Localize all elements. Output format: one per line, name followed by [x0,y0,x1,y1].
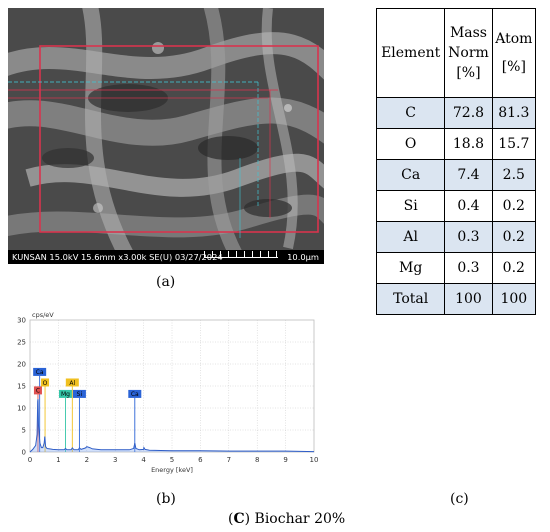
table-row: Total 100 100 [375,283,537,315]
y-tick-label: 0 [22,449,26,457]
peak-label: Ca [131,391,139,398]
cell-element: C [375,97,446,129]
cell-element: Ca [375,159,446,191]
cell-element: Si [375,190,446,222]
cell-mass: 0.3 [444,221,493,253]
cell-element: O [375,128,446,160]
cell-element: Mg [375,252,446,284]
x-tick-label: 3 [113,456,117,464]
peak-label: C [36,388,40,395]
peak-label-box [33,367,47,376]
x-tick-label: 2 [85,456,89,464]
header-mass-norm: Mass Norm [%] [444,8,493,98]
cell-mass: 7.4 [444,159,493,191]
caption-b: (b) [156,491,176,507]
cell-atom: 15.7 [491,128,537,160]
header-element: Element [375,8,446,98]
cell-mass: 18.8 [444,128,493,160]
peak-label-box [41,378,50,387]
table-row: Al 0.3 0.2 [375,221,537,253]
scale-bar [204,257,278,258]
y-axis-label: cps/eV [32,311,54,319]
figure-caption: (C) Biochar 20% [228,511,345,527]
x-tick-label: 6 [198,456,203,464]
cell-mass: 0.4 [444,190,493,222]
figure-caption-prefix: ( [228,511,234,527]
x-tick-label: 0 [28,456,32,464]
cell-atom: 100 [491,283,537,315]
sem-micrograph: KUNSAN 15.0kV 15.6mm x3.00k SE(U) 03/27/… [8,8,324,264]
cell-mass: 100 [444,283,493,315]
header-atom: Atom [%] [491,8,537,98]
peak-label: Si [77,391,83,398]
y-tick-label: 20 [17,361,26,369]
y-tick-label: 10 [17,405,26,413]
peak-label-box [65,378,79,387]
header-atom-line2: [%] [501,59,526,75]
x-tick-label: 8 [255,456,259,464]
table-row: C 72.8 81.3 [375,97,537,129]
y-tick-label: 30 [17,317,26,325]
x-axis-label: Energy [keV] [151,466,193,474]
cell-element: Total [375,283,446,315]
eds-area-frame [39,45,319,233]
scale-bar-ticks [204,251,278,257]
x-tick-label: 1 [56,456,60,464]
cell-mass: 0.3 [444,252,493,284]
eds-spectrum-chart: 0 1 2 3 4 5 6 7 8 9 10 0 5 10 15 20 25 30 cps/eV Energy [ke… [17,311,319,474]
header-atom-line1: Atom [495,31,533,47]
cell-element: Al [375,221,446,253]
x-tick-label: 10 [310,456,319,464]
peak-label-box [59,389,72,398]
peak-label-box [128,389,142,398]
table-row: Si 0.4 0.2 [375,190,537,222]
cell-atom: 0.2 [491,221,537,253]
table-row: Ca 7.4 2.5 [375,159,537,191]
sem-info-bar: KUNSAN 15.0kV 15.6mm x3.00k SE(U) 03/27/… [8,250,324,264]
x-tick-label: 5 [170,456,174,464]
table-header-row: Element Mass Norm [%] Atom [%] [375,8,537,98]
figure-caption-text: ) Biochar 20% [244,511,346,527]
cell-atom: 0.2 [491,252,537,284]
peak-label: O [43,380,48,387]
header-mass-line2: Norm [448,45,489,61]
composition-table: Element Mass Norm [%] Atom [%] C 72.8 81.3… [375,8,537,315]
y-tick-label: 5 [22,427,26,435]
table-row: Mg 0.3 0.2 [375,252,537,284]
x-tick-label: 9 [283,456,287,464]
peak-label: Ca [36,369,44,376]
header-mass-line1: Mass [449,25,487,41]
y-tick-label: 25 [17,339,26,347]
y-tick-label: 15 [17,383,26,391]
caption-c: (c) [450,491,469,507]
figure-caption-letter: C [233,511,245,527]
x-tick-label: 7 [227,456,231,464]
header-mass-line3: [%] [456,65,481,81]
scale-bar-label: 10.0µm [287,252,319,262]
peak-label-box [72,389,86,398]
cell-atom: 2.5 [491,159,537,191]
peak-label-box [33,386,42,395]
table-row: O 18.8 15.7 [375,128,537,160]
sem-image [8,8,324,250]
cell-mass: 72.8 [444,97,493,129]
peak-label: Al [69,380,75,387]
peak-label: Mg [61,391,70,398]
spectrum-line [29,399,315,453]
caption-a: (a) [156,274,176,290]
cell-atom: 0.2 [491,190,537,222]
cell-atom: 81.3 [491,97,537,129]
sem-info-text: KUNSAN 15.0kV 15.6mm x3.00k SE(U) 03/27/… [12,252,223,262]
x-tick-label: 4 [141,456,146,464]
